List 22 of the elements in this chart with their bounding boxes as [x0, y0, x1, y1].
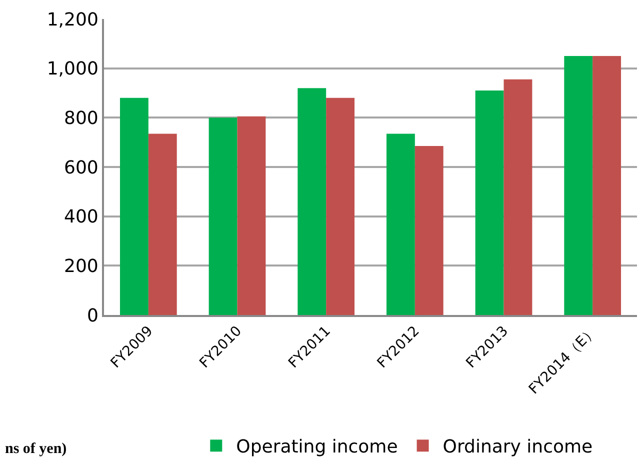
bar: [298, 88, 326, 315]
text: ns of yen): [5, 441, 67, 457]
legend-label: Ordinary income: [442, 436, 593, 458]
bar: [148, 134, 177, 315]
y-tick-label: 1,200: [46, 9, 98, 30]
bar: [326, 98, 355, 315]
bar: [564, 56, 593, 315]
legend-label: Operating income: [236, 436, 398, 458]
bar: [120, 98, 148, 315]
bar: [504, 79, 532, 315]
bar: [208, 118, 238, 315]
y-tick-label: 800: [64, 108, 98, 129]
y-tick-label: 600: [64, 157, 98, 178]
bar: [237, 116, 266, 315]
bar: [475, 90, 504, 315]
y-tick-label: 200: [64, 256, 98, 277]
y-tick-label: 0: [86, 305, 98, 326]
bar: [592, 56, 622, 315]
y-tick-label: 1,000: [46, 58, 98, 80]
y-tick-label: 400: [64, 206, 98, 228]
bar: [386, 134, 415, 315]
bar: [414, 146, 444, 315]
